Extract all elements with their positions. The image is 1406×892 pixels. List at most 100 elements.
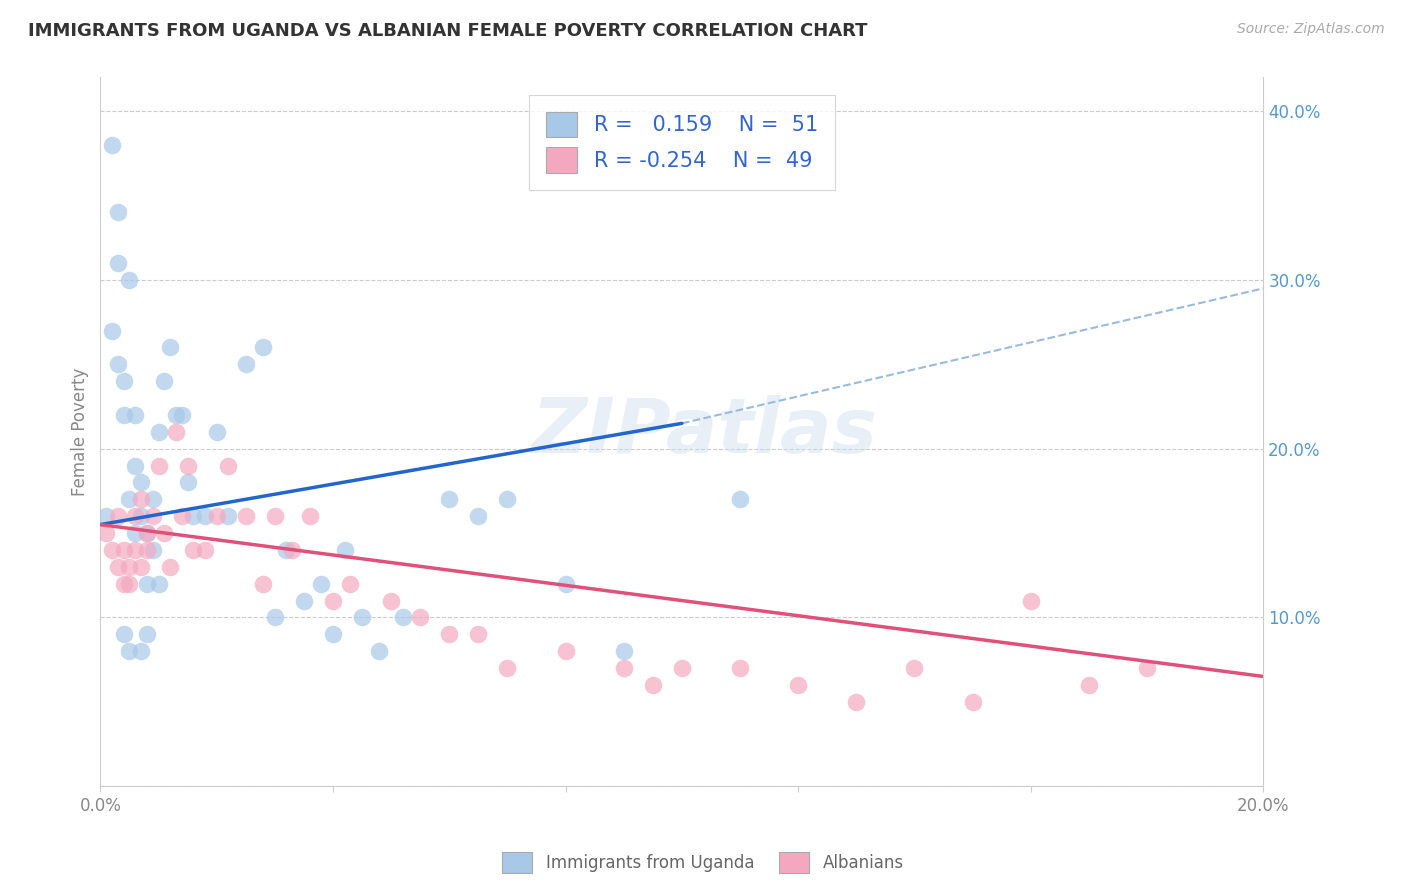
Point <box>183 509 205 524</box>
Point <box>107 357 129 371</box>
Point <box>391 610 413 624</box>
Point <box>263 610 285 624</box>
Point <box>1019 593 1042 607</box>
Point <box>170 408 193 422</box>
Point <box>292 593 315 607</box>
Text: Source: ZipAtlas.com: Source: ZipAtlas.com <box>1237 22 1385 37</box>
Point <box>962 695 984 709</box>
Point <box>368 644 391 658</box>
Point <box>496 492 519 507</box>
Point <box>135 526 157 541</box>
Point <box>112 374 135 388</box>
Legend: Immigrants from Uganda, Albanians: Immigrants from Uganda, Albanians <box>496 846 910 880</box>
Point <box>217 509 239 524</box>
Point <box>142 542 165 557</box>
Text: IMMIGRANTS FROM UGANDA VS ALBANIAN FEMALE POVERTY CORRELATION CHART: IMMIGRANTS FROM UGANDA VS ALBANIAN FEMAL… <box>28 22 868 40</box>
Point <box>101 137 124 152</box>
Point <box>205 509 228 524</box>
Point <box>107 509 129 524</box>
Text: ZIPatlas: ZIPatlas <box>531 395 879 469</box>
Point <box>153 374 176 388</box>
Point <box>96 526 118 541</box>
Point <box>135 627 157 641</box>
Point <box>124 526 146 541</box>
Point <box>129 475 152 490</box>
Point <box>118 644 141 658</box>
Point <box>205 425 228 439</box>
Point <box>107 205 129 219</box>
Point <box>96 509 118 524</box>
Point <box>107 559 129 574</box>
Point <box>311 576 333 591</box>
Point <box>281 542 304 557</box>
Point <box>845 695 868 709</box>
Point <box>554 644 576 658</box>
Point <box>322 593 344 607</box>
Point <box>439 492 461 507</box>
Point <box>101 324 124 338</box>
Point <box>263 509 285 524</box>
Point <box>112 408 135 422</box>
Point <box>112 627 135 641</box>
Point <box>129 644 152 658</box>
Point <box>135 576 157 591</box>
Point <box>176 458 198 473</box>
Point <box>101 542 124 557</box>
Point <box>613 661 636 675</box>
Point <box>1077 678 1099 692</box>
Point <box>1136 661 1159 675</box>
Point <box>322 627 344 641</box>
Point <box>409 610 432 624</box>
Point <box>671 661 693 675</box>
Point <box>142 509 165 524</box>
Point <box>118 576 141 591</box>
Point <box>176 475 198 490</box>
Point <box>112 576 135 591</box>
Point <box>107 256 129 270</box>
Point <box>129 559 152 574</box>
Point <box>333 542 356 557</box>
Point <box>641 678 664 692</box>
Point <box>235 509 257 524</box>
Point <box>252 340 274 354</box>
Point <box>124 458 146 473</box>
Y-axis label: Female Poverty: Female Poverty <box>72 368 89 496</box>
Point <box>728 661 751 675</box>
Point <box>903 661 925 675</box>
Point <box>554 576 576 591</box>
Point <box>235 357 257 371</box>
Point <box>350 610 373 624</box>
Point <box>159 559 181 574</box>
Point <box>124 408 146 422</box>
Point <box>135 542 157 557</box>
Point <box>129 509 152 524</box>
Point <box>467 627 489 641</box>
Point <box>153 526 176 541</box>
Point <box>118 273 141 287</box>
Point <box>252 576 274 591</box>
Point <box>217 458 239 473</box>
Point <box>124 542 146 557</box>
Point <box>129 492 152 507</box>
Legend: R =   0.159    N =  51, R = -0.254    N =  49: R = 0.159 N = 51, R = -0.254 N = 49 <box>529 95 835 189</box>
Point <box>135 526 157 541</box>
Point <box>124 509 146 524</box>
Point <box>148 458 170 473</box>
Point <box>165 408 187 422</box>
Point <box>142 492 165 507</box>
Point <box>439 627 461 641</box>
Point <box>613 644 636 658</box>
Point <box>787 678 810 692</box>
Point <box>276 542 298 557</box>
Point <box>159 340 181 354</box>
Point <box>148 425 170 439</box>
Point <box>194 509 217 524</box>
Point <box>148 576 170 591</box>
Point <box>339 576 361 591</box>
Point <box>112 542 135 557</box>
Point <box>183 542 205 557</box>
Point <box>467 509 489 524</box>
Point <box>118 559 141 574</box>
Point <box>194 542 217 557</box>
Point <box>118 492 141 507</box>
